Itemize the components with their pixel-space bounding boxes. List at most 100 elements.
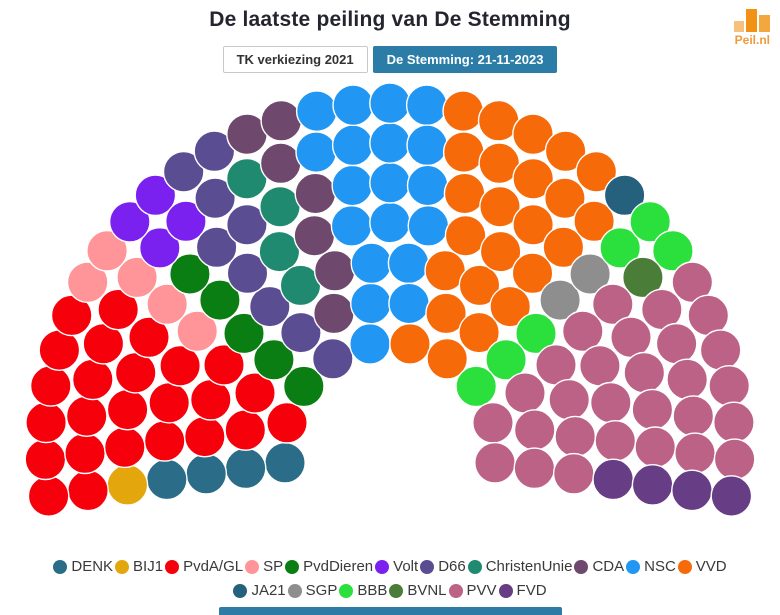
seat-BIJ1 [106,463,149,506]
seat-BBB [599,226,642,269]
seat-PvdA/GL [159,344,202,387]
seat-PvdA/GL [203,343,245,386]
legend-item-d66: D66 [420,558,466,575]
legend-item-sgp: SGP [287,582,337,599]
seat-PVV [552,452,595,495]
legend-label: BIJ1 [133,558,164,575]
seat-NSC [295,131,338,174]
seat-PVV [591,283,634,326]
legend-label: SP [263,558,284,575]
seat-VVD [458,264,501,307]
seat-NSC [369,82,411,125]
legend-row-2: JA21 SGP BBB BVNL PVV FVD [0,582,780,599]
seat-PVV [713,438,756,481]
legend-label: BVNL [407,582,447,599]
seat-PvdA/GL [114,351,157,394]
legend-item-sp: SP [245,558,283,575]
seat-VVD [444,214,487,257]
seat-NSC [369,122,411,164]
seat-SGP [569,253,611,295]
legend-item-ja21: JA21 [233,582,286,599]
seat-PVV [699,329,742,371]
seat-SP [176,310,219,353]
seat-D66 [279,311,322,354]
seat-D66 [226,252,269,295]
seat-PVV [589,381,632,424]
seat-NSC [330,204,373,247]
legend-item-vvd: VVD [677,558,727,575]
seat-PvdA/GL [266,401,308,444]
seat-CDA [313,249,356,292]
seat-PVV [474,441,516,484]
legend-color-dot [420,559,435,574]
seat-SGP [539,279,581,321]
legend-label: CDA [592,558,625,575]
peil-logo-text: Peil.nl [734,33,770,47]
seat-PvdA/GL [128,316,170,359]
seat-PVV [513,409,556,451]
seat-VVD [544,177,586,220]
legend-color-dot [287,583,302,598]
seat-NSC [387,242,430,285]
seat-PVV [548,378,591,421]
seat-PvdA/GL [148,381,191,424]
seat-PVV [623,351,666,394]
legend-item-bbb: BBB [339,582,387,599]
legend-color-dot [339,583,354,598]
peil-nl-logo[interactable]: Peil.nl [718,8,770,47]
seat-CDA [294,172,337,215]
seat-SP [66,261,109,304]
seat-D66 [195,226,238,269]
seat-NSC [295,90,338,132]
seat-PvdA/GL [71,358,114,401]
legend-color-dot [233,583,248,598]
tab-tk-verkiezing-2021[interactable]: TK verkiezing 2021 [222,46,368,73]
seat-NSC [407,204,450,247]
seat-BVNL [622,256,664,299]
seat-PvdA/GL [234,372,276,414]
seat-PvdA/GL [67,469,109,512]
tab-de-stemming[interactable]: De Stemming: 21-11-2023 [372,46,558,73]
seat-VVD [426,337,469,380]
seat-NSC [350,242,393,285]
seat-PvdA/GL [97,288,140,331]
seat-JA21 [603,174,646,217]
seat-FVD [592,458,635,501]
seat-PVV [472,401,514,444]
seat-CDA [259,142,302,185]
seat-CDA [312,292,355,335]
seat-PvdA/GL [183,415,226,458]
seat-BBB [455,365,498,408]
seat-PvdA/GL [64,432,106,475]
seat-PvdA/GL [106,388,149,431]
seat-PvdDieren [282,365,325,408]
seat-VVD [511,252,554,295]
seat-NSC [406,124,449,167]
seat-VVD [442,131,485,174]
legend-label: FVD [516,582,547,599]
seat-NSC [331,164,374,207]
seat-BBB [652,229,694,272]
legend-color-dot [53,559,68,574]
seat-PvdA/GL [143,419,186,462]
seat-D66 [311,337,354,380]
seat-VVD [542,226,585,269]
seat-DENK [145,458,188,501]
seat-D66 [225,203,268,246]
legend-color-dot [467,559,482,574]
legend-item-denk: DENK [53,558,113,575]
legend-label: VVD [695,558,727,575]
seat-Volt [108,200,151,243]
seat-PvdDieren [198,279,241,321]
seat-VVD [489,285,532,328]
seat-D66 [194,177,237,220]
seat-PvdDieren [168,253,211,295]
seat-VVD [389,322,431,365]
seat-PvdA/GL [65,395,108,437]
legend-color-dot [677,559,692,574]
legend-row-1: DENK BIJ1 PvdA/GL SP PvdDieren Volt D66 Christe… [0,558,780,575]
legend-item-pvda-gl: PvdA/GL [165,558,243,575]
seat-DENK [185,452,228,495]
legend-label: JA21 [251,582,286,599]
seat-Volt [134,174,177,217]
